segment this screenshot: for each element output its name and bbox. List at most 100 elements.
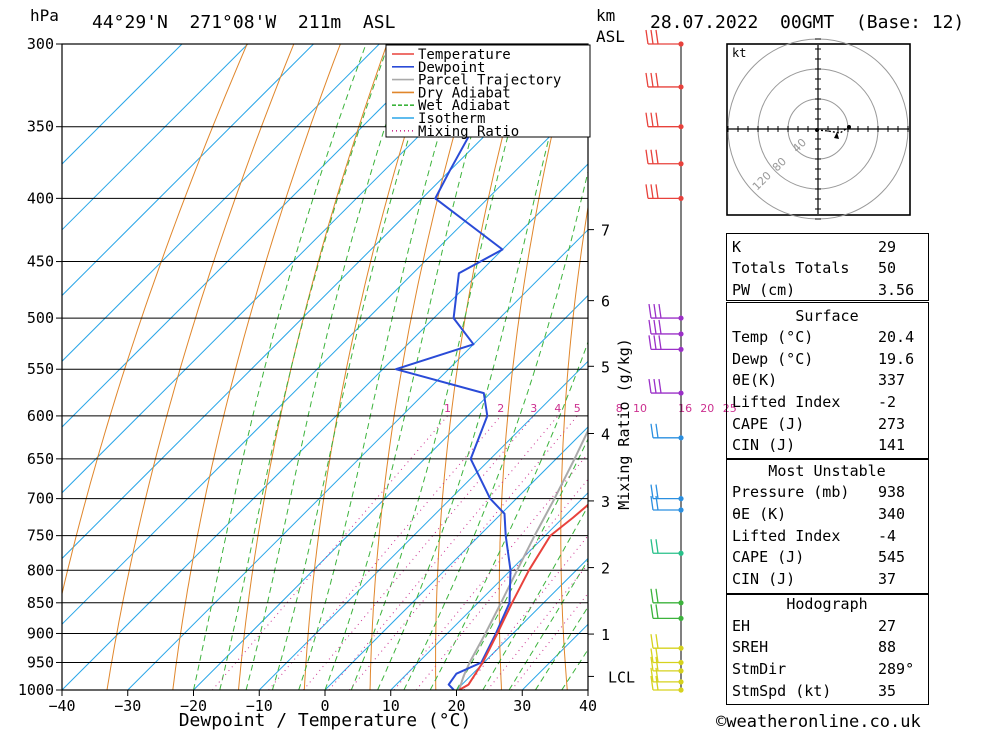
index-label: SREH <box>732 638 769 657</box>
hodograph-point <box>815 128 819 132</box>
index-label: θE (K) <box>732 504 787 523</box>
indices-box-basic <box>726 233 929 301</box>
hodo-title: Hodograph <box>786 595 868 614</box>
index-label: Temp (°C) <box>732 328 814 347</box>
index-value: 289° <box>878 660 915 679</box>
height-label: 6 <box>601 293 610 311</box>
wind-barb-flag <box>645 184 649 199</box>
datetime-title: 28.07.2022 00GMT (Base: 12) <box>650 12 965 33</box>
index-row: Lifted Index -2 <box>728 391 926 413</box>
wind-barb-flag <box>650 604 654 619</box>
wind-barb-flag <box>655 484 659 499</box>
wind-barb-flag <box>655 184 659 199</box>
temperature-tick-label: 0 <box>320 697 329 715</box>
index-row: Totals Totals 50 <box>728 258 926 280</box>
mixing-ratio-label: 10 <box>633 402 647 415</box>
hodograph-unit: kt <box>732 46 746 60</box>
legend-label: Dry Adiabat <box>418 85 511 101</box>
wind-barb-flag <box>648 335 652 350</box>
dry-adiabat-line <box>678 44 713 690</box>
wind-barb-flag <box>658 303 662 319</box>
legend-label: Isotherm <box>418 111 485 127</box>
dry-adiabat-line <box>106 44 295 690</box>
height-label: 7 <box>601 222 610 240</box>
index-row: CIN (J) 37 <box>728 568 926 590</box>
index-label: EH <box>732 616 751 635</box>
index-value: 337 <box>878 371 906 390</box>
isotherm-line <box>127 229 588 690</box>
wind-barb-flag <box>653 319 657 335</box>
wind-barb-flag <box>655 634 659 649</box>
temperature-tick-label: 20 <box>447 697 465 715</box>
wind-barb-flag <box>655 675 659 691</box>
section-title-row: Hodograph <box>728 590 926 616</box>
isotherm-line <box>62 44 380 362</box>
mixing-ratio-label: 3 <box>530 402 537 415</box>
wind-barb-flag <box>655 149 659 164</box>
height-label: 3 <box>601 493 610 511</box>
index-label: Lifted Index <box>732 526 841 545</box>
height-unit-asl: ASL <box>596 27 625 46</box>
index-row: StmDir 289° <box>728 658 926 680</box>
pressure-label: 900 <box>27 624 54 642</box>
legend-box <box>385 44 591 138</box>
index-label: Lifted Index <box>732 392 841 411</box>
legend-label: Mixing Ratio <box>418 124 519 140</box>
parcel-trajectory-line <box>458 428 588 690</box>
pressure-label: 850 <box>27 594 54 612</box>
index-label: Totals Totals <box>732 259 850 278</box>
index-label: StmDir <box>732 660 787 679</box>
index-value: 3.56 <box>878 280 915 299</box>
temperature-tick-label: −20 <box>180 697 207 715</box>
wet-adiabat-line <box>271 44 439 690</box>
height-label: 4 <box>601 426 610 444</box>
pressure-unit: hPa <box>30 6 59 25</box>
isotherm-line <box>324 426 588 690</box>
wind-barb-flag <box>655 667 659 682</box>
wind-barb-flag <box>645 149 649 164</box>
index-value: 27 <box>878 616 897 635</box>
mixing-ratio-line <box>349 415 578 690</box>
legend-label: Parcel Trajectory <box>418 73 561 89</box>
legend-label: Dewpoint <box>418 60 485 76</box>
index-label: CIN (J) <box>732 569 796 588</box>
mixing-ratio-line <box>328 415 559 690</box>
wet-adiabat-line <box>193 44 367 690</box>
dry-adiabat-line <box>369 44 481 690</box>
isotherm-line <box>62 44 446 428</box>
index-label: Pressure (mb) <box>732 483 850 502</box>
wind-barb-flag <box>648 319 652 335</box>
index-value: 50 <box>878 259 897 278</box>
indices-box-hodo <box>726 594 929 705</box>
wind-barb-flag <box>650 588 654 603</box>
isotherm-line <box>62 97 588 625</box>
index-row: K 29 <box>728 236 926 258</box>
index-value: 35 <box>878 681 897 700</box>
wind-barb-flag <box>655 29 659 45</box>
isotherm-line <box>62 44 512 494</box>
index-label: K <box>732 237 742 256</box>
wind-barb-flag <box>650 29 654 45</box>
mixing-ratio-label: 8 <box>616 402 623 415</box>
pressure-label: 700 <box>27 490 54 508</box>
mixing-ratio-label: 16 <box>678 402 692 415</box>
index-label: StmSpd (kt) <box>732 681 832 700</box>
isotherm-line <box>456 557 588 690</box>
index-value: 545 <box>878 548 906 567</box>
index-value: 37 <box>878 569 897 588</box>
temperature-line <box>458 503 588 690</box>
indices-box-surface <box>726 302 929 459</box>
wind-barb-flag <box>658 319 662 335</box>
wet-adiabat-line <box>245 44 413 690</box>
pressure-label: 800 <box>27 561 54 579</box>
wind-barb-flag <box>653 335 657 350</box>
temperature-tick-label: 30 <box>513 697 531 715</box>
pressure-label: 350 <box>27 118 54 136</box>
dry-adiabat-line <box>560 204 588 690</box>
wind-barb-flag <box>645 72 649 88</box>
section-title-row: Surface <box>728 301 926 327</box>
wind-barb-flag <box>655 539 659 554</box>
mixing-ratio-label: 2 <box>497 402 504 415</box>
mixing-ratio-line <box>268 415 502 690</box>
index-row: PW (cm) 3.56 <box>728 279 926 301</box>
